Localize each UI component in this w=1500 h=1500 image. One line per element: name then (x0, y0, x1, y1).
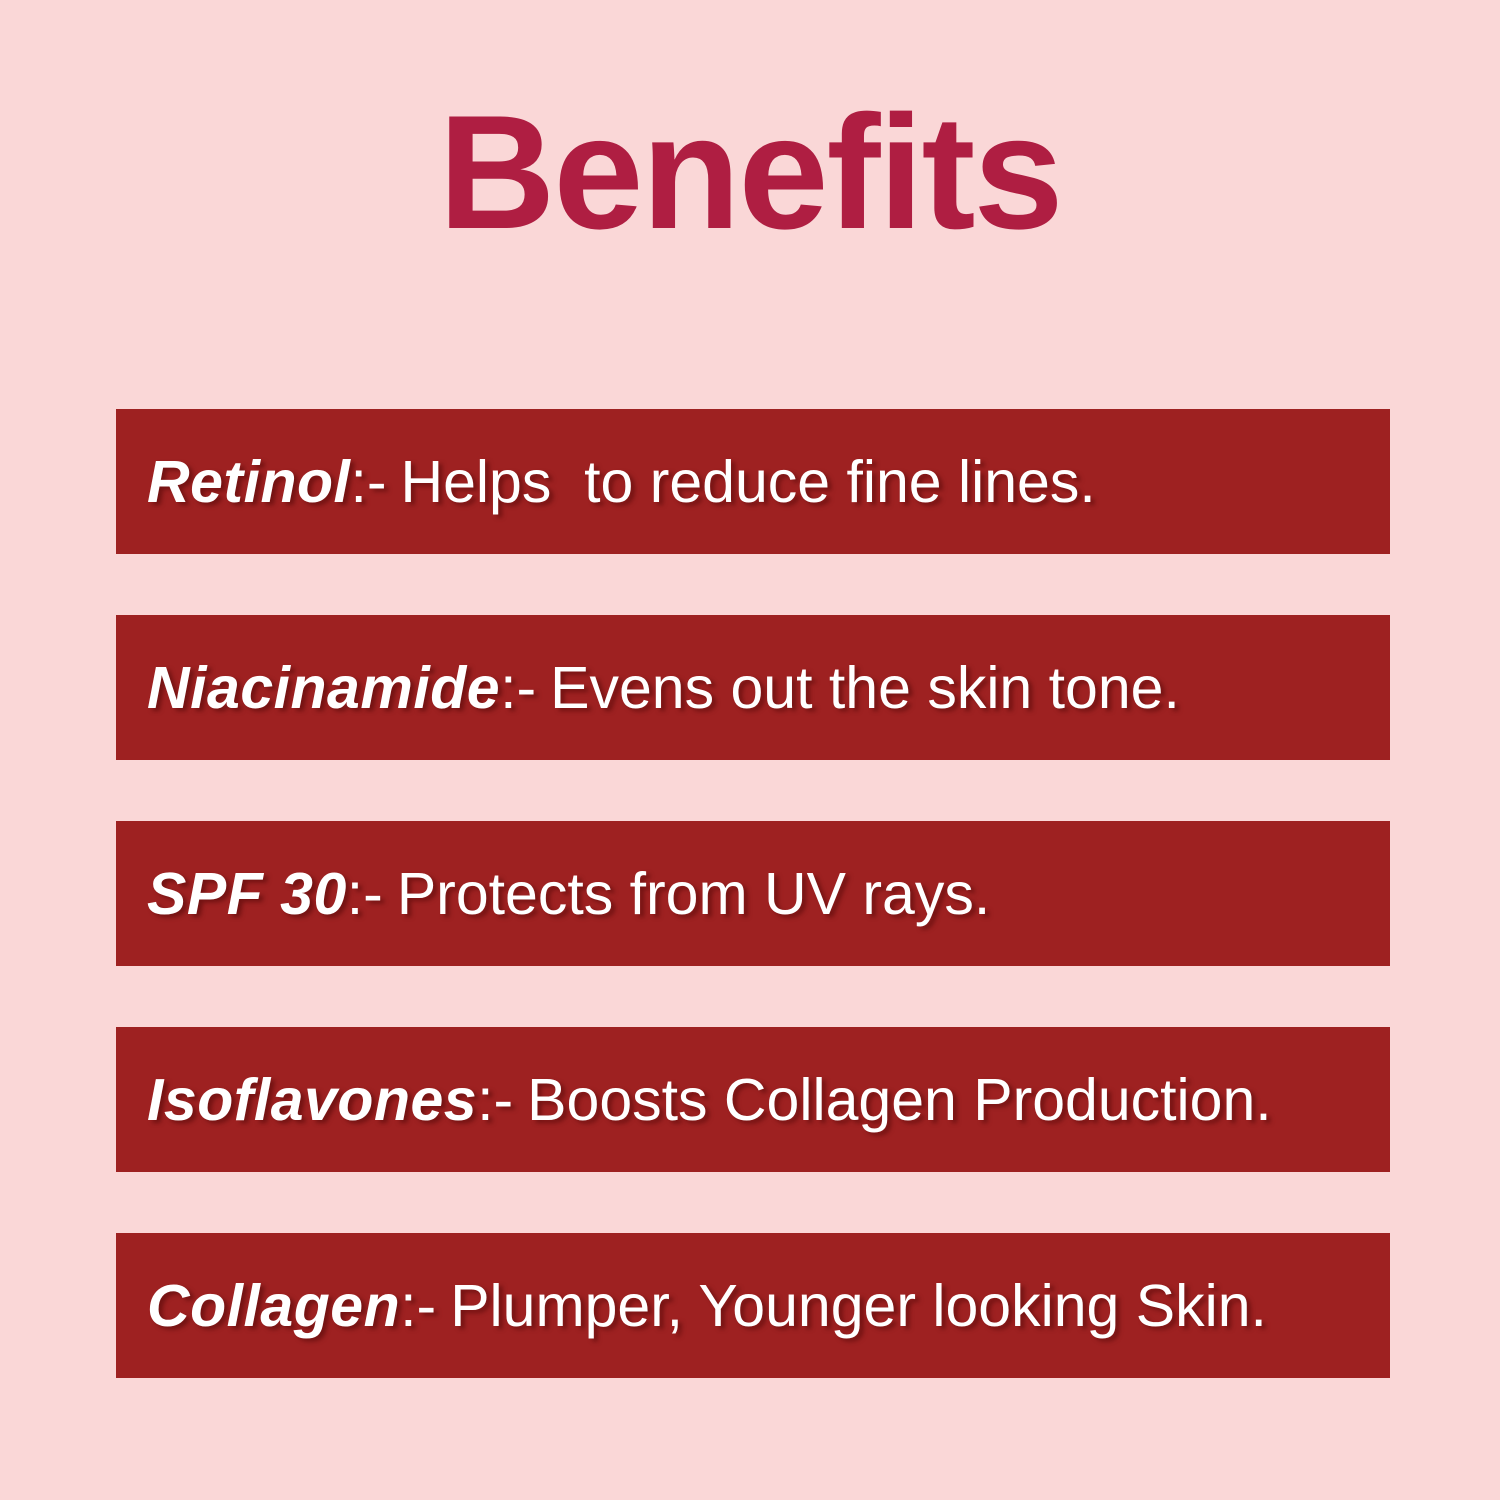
benefit-separator: :- (350, 448, 387, 515)
benefit-description: Evens out the skin tone. (550, 654, 1180, 721)
page-title: Benefits (438, 82, 1063, 263)
benefit-row-niacinamide: Niacinamide:- Evens out the skin tone. (116, 615, 1390, 760)
benefit-description: Helps to reduce fine lines. (400, 448, 1096, 515)
benefit-row-retinol: Retinol:- Helps to reduce fine lines. (116, 409, 1390, 554)
benefit-separator: :- (346, 860, 383, 927)
benefit-description: Plumper, Younger looking Skin. (450, 1272, 1267, 1339)
benefit-term: SPF 30 (147, 860, 347, 927)
benefit-description: Protects from UV rays. (396, 860, 991, 927)
benefit-row-collagen: Collagen:- Plumper, Younger looking Skin. (116, 1233, 1390, 1378)
benefit-row-spf30: SPF 30:- Protects from UV rays. (116, 821, 1390, 966)
benefit-term: Isoflavones (147, 1066, 478, 1133)
benefit-term: Collagen (147, 1272, 401, 1339)
benefit-row-isoflavones: Isoflavones:- Boosts Collagen Production. (116, 1027, 1390, 1172)
benefit-term: Retinol (147, 448, 351, 515)
benefit-term: Niacinamide (147, 654, 501, 721)
benefit-separator: :- (400, 1272, 437, 1339)
benefit-description: Boosts Collagen Production. (527, 1066, 1272, 1133)
benefit-separator: :- (477, 1066, 514, 1133)
benefit-separator: :- (500, 654, 537, 721)
benefits-list: Retinol:- Helps to reduce fine lines. Nia… (116, 409, 1390, 1378)
